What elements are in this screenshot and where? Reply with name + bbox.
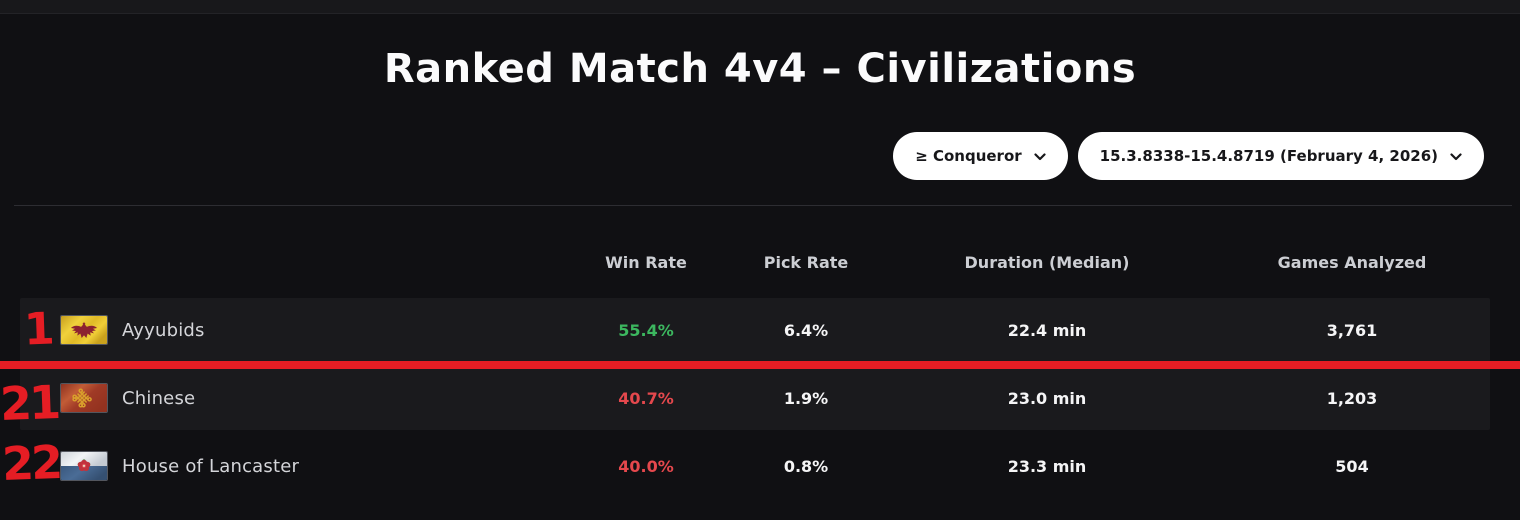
win-rate-value: 40.7%	[618, 388, 674, 408]
column-header-win-rate: Win Rate	[605, 252, 687, 272]
house-of-lancaster-flag-icon	[60, 451, 108, 481]
filter-bar: ≥ Conqueror 15.3.8338-15.4.8719 (Februar…	[893, 132, 1484, 180]
column-header-games-analyzed: Games Analyzed	[1277, 252, 1427, 272]
top-navbar	[0, 0, 1520, 14]
table-header-row: Win Rate Pick Rate Duration (Median) Gam…	[20, 245, 1490, 279]
win-rate-value: 55.4%	[618, 320, 674, 340]
table-row-ayyubids[interactable]: Ayyubids 55.4% 6.4% 22.4 min 3,761	[20, 298, 1490, 362]
win-rate-value: 40.0%	[618, 456, 674, 476]
chevron-down-icon	[1034, 147, 1046, 165]
chinese-flag-icon	[60, 383, 108, 413]
table-divider	[14, 205, 1512, 206]
games-analyzed-value: 3,761	[1326, 320, 1378, 340]
duration-value: 23.0 min	[1007, 388, 1087, 408]
patch-filter-dropdown[interactable]: 15.3.8338-15.4.8719 (February 4, 2026)	[1077, 132, 1484, 180]
civ-name: House of Lancaster	[122, 455, 300, 477]
column-header-duration: Duration (Median)	[964, 252, 1130, 272]
page-title: Ranked Match 4v4 – Civilizations	[383, 46, 1137, 92]
ayyubids-flag-icon	[60, 315, 108, 345]
table-row-house-of-lancaster[interactable]: House of Lancaster 40.0% 0.8% 23.3 min 5…	[20, 434, 1490, 498]
games-analyzed-value: 504	[1335, 456, 1369, 476]
rank-filter-dropdown[interactable]: ≥ Conqueror	[893, 132, 1068, 180]
civ-name: Ayyubids	[122, 319, 205, 341]
chevron-down-icon	[1450, 147, 1462, 165]
column-header-pick-rate: Pick Rate	[763, 252, 849, 272]
civ-name: Chinese	[122, 387, 196, 409]
pick-rate-value: 6.4%	[783, 320, 829, 340]
patch-filter-label: 15.3.8338-15.4.8719 (February 4, 2026)	[1099, 147, 1438, 165]
rank-filter-label: ≥ Conqueror	[915, 147, 1022, 165]
pick-rate-value: 1.9%	[783, 388, 829, 408]
pick-rate-value: 0.8%	[783, 456, 829, 476]
duration-value: 22.4 min	[1007, 320, 1087, 340]
table-row-chinese[interactable]: Chinese 40.7% 1.9% 23.0 min 1,203	[20, 366, 1490, 430]
games-analyzed-value: 1,203	[1326, 388, 1378, 408]
duration-value: 23.3 min	[1007, 456, 1087, 476]
